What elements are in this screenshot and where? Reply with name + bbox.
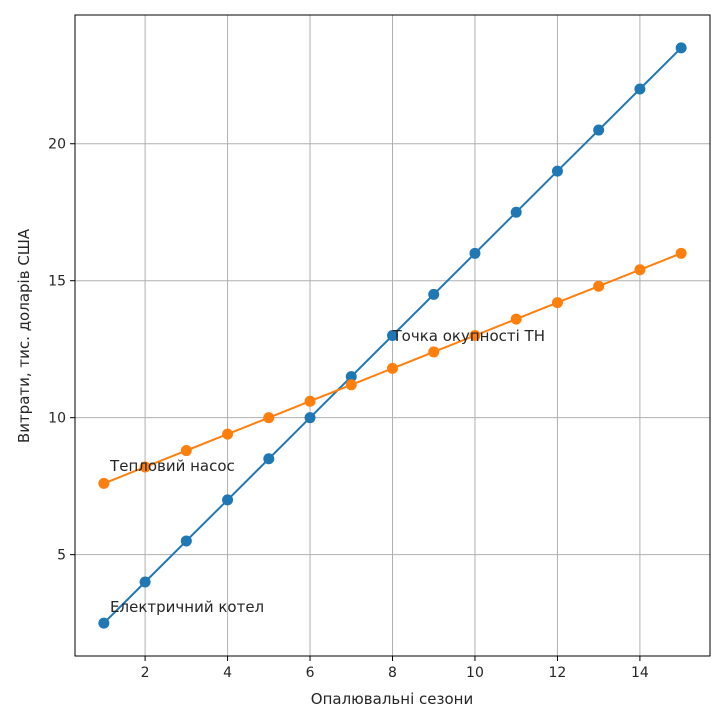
x-tick-label: 6 [306,665,315,681]
data-point [387,362,398,374]
data-point [304,412,316,424]
data-point [469,247,481,259]
data-point [304,395,316,407]
data-point [98,617,110,629]
data-point [551,297,563,309]
data-point [469,330,481,341]
x-tick-label: 2 [141,665,150,681]
data-point [675,42,687,54]
x-tick-label: 4 [223,665,232,681]
data-point [593,124,605,136]
x-tick-label: 10 [466,665,484,681]
x-axis-label: Опалювальні сезони [311,690,473,708]
series-2 [98,247,687,489]
data-point [428,346,440,358]
data-point [222,494,234,506]
data-point [551,165,563,177]
data-point [634,83,646,95]
data-point [98,477,110,489]
y-axis-label: Витрати, тис. доларів США [15,228,33,443]
tick-layer: 2 4 6 8 10 12 14 5 10 15 20 [48,137,649,681]
data-point [387,330,398,341]
data-point [180,535,192,547]
data-point [222,428,234,440]
data-point [593,280,605,292]
data-point [510,206,522,218]
data-point [180,445,192,457]
data-point [510,313,522,325]
y-tick-label: 10 [48,411,66,427]
data-point [139,461,151,473]
series-1 [98,42,687,629]
data-point [263,453,275,465]
data-point [675,247,687,259]
annotation: Тепловий насос [109,457,235,475]
x-tick-label: 8 [388,665,397,681]
data-point [428,288,440,300]
y-tick-label: 20 [48,137,66,153]
data-point [634,264,646,276]
data-point [263,412,275,424]
data-point [345,371,357,383]
y-tick-label: 15 [48,274,66,290]
data-point [345,379,357,391]
y-tick-label: 5 [57,548,66,564]
annotation: Точка окупності ТН [392,327,546,345]
series-layer [98,42,687,629]
annotation-layer: Електричний котел Тепловий насос Точка оку… [109,327,545,616]
annotation: Електричний котел [110,598,264,616]
data-point [139,576,151,588]
x-tick-label: 12 [549,665,567,681]
x-tick-label: 14 [631,665,649,681]
